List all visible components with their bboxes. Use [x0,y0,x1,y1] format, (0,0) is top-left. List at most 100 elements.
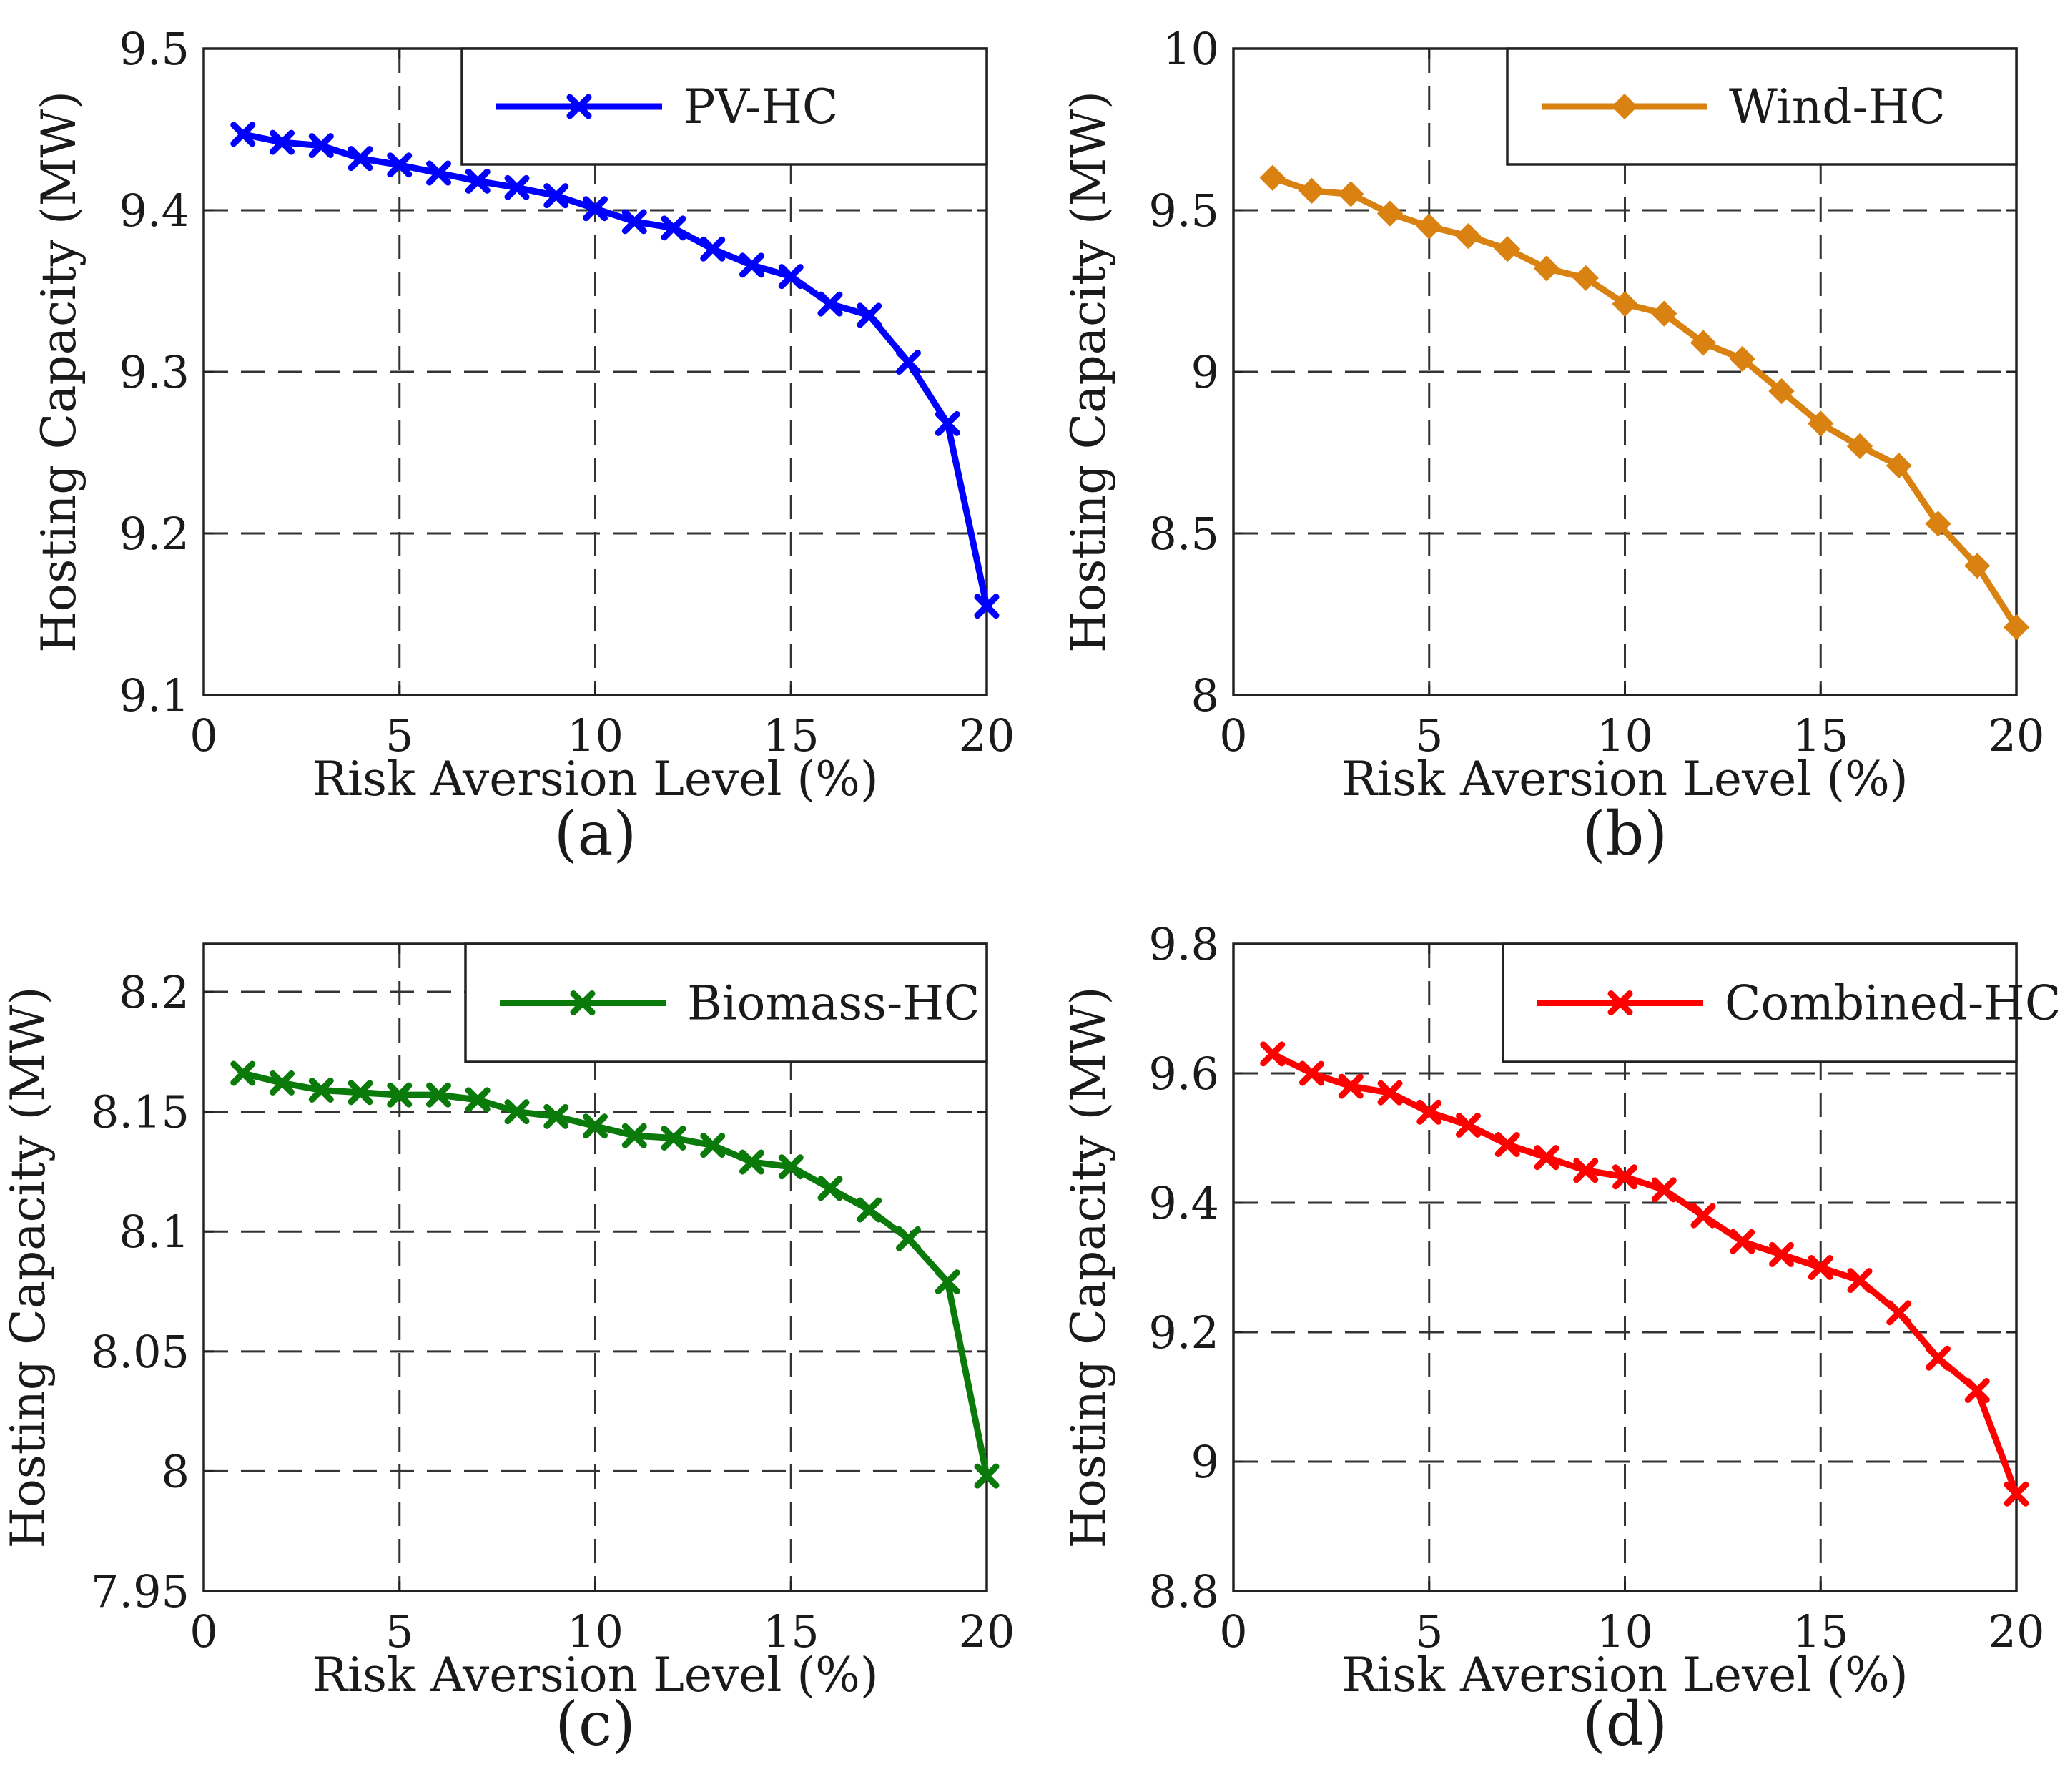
data-point [661,215,686,241]
data-point [1494,1132,1520,1158]
data-point [308,133,334,159]
x-tick-label: 5 [385,709,413,762]
x-tick-label: 10 [567,709,624,762]
y-tick-label: 8.5 [1148,508,1219,560]
x-tick-label: 5 [1415,1605,1443,1658]
data-point [583,196,608,222]
data-point [1690,330,1717,356]
data-point [1847,1268,1873,1294]
data-point [1573,1158,1599,1183]
x-tick-label: 0 [1219,709,1247,762]
data-point [1533,255,1560,282]
x-tick-label: 0 [189,1605,217,1658]
data-point [270,129,295,155]
y-tick-label: 9.4 [119,184,189,237]
y-tick-label: 8.8 [1148,1565,1219,1618]
x-tick-label: 10 [1597,1605,1653,1658]
data-point [1690,1203,1716,1229]
panel-c: 0 5 10 15 20 7.95 8 8.05 8.1 8.15 8.2 Risk Aversion… [1,942,1015,1759]
data-point [1846,433,1873,460]
data-point [1769,1241,1794,1267]
x-tick-label: 10 [1597,709,1653,762]
series-line-biomass-hc [240,1070,990,1480]
data-point [817,291,843,317]
panel-label: (a) [554,799,637,869]
data-point [1260,1041,1286,1067]
data-point [308,1077,334,1103]
data-point [1886,452,1912,479]
x-tick-label: 20 [1988,1605,2045,1658]
data-point [700,1133,726,1158]
data-point [1925,511,1951,537]
data-point [1730,1229,1755,1254]
data-point [1612,1164,1637,1190]
legend-marker [570,990,596,1015]
x-axis-label: Risk Aversion Level (%) [1341,1648,1908,1703]
data-point [857,1197,882,1223]
data-point [543,1103,569,1129]
series-line-wind-hc [1269,174,2020,631]
data-point [896,1226,921,1251]
data-point [1651,300,1677,327]
data-point [348,146,373,172]
data-point [1612,290,1638,317]
data-point [230,122,256,147]
data-point [426,160,451,186]
data-point [1926,1345,1951,1371]
data-point [387,152,413,178]
x-tick-label: 20 [959,1605,1015,1658]
y-tick-label: 8.05 [91,1326,189,1378]
data-point [778,1154,804,1180]
y-tick-label: 9.2 [1148,1306,1219,1359]
data-point [896,349,921,375]
y-tick-label: 8.2 [119,966,189,1018]
data-point [426,1082,451,1108]
data-point [2003,614,2030,641]
data-point [348,1080,373,1106]
y-axis-label: Hosting Capacity (MW) [31,91,87,653]
data-point [1651,1177,1677,1203]
data-point [543,183,569,209]
y-axis-label: Hosting Capacity (MW) [1,987,56,1549]
data-point [778,264,804,290]
data-point [1494,236,1521,262]
legend-label: Combined-HC [1725,976,2061,1031]
data-point [504,1099,530,1125]
data-point [1298,177,1325,205]
data-point [465,168,491,194]
data-point [1299,1060,1324,1086]
data-point [270,1070,295,1096]
data-point [700,236,726,262]
series-line-combined-hc [1269,1050,2020,1497]
data-point [1964,1377,1990,1403]
x-tick-label: 5 [385,1605,413,1658]
data-point [465,1087,491,1113]
y-tick-label: 8 [162,1445,189,1497]
x-axis-label: Risk Aversion Level (%) [1341,752,1908,807]
data-point [1768,378,1795,405]
data-point [739,1149,764,1175]
y-tick-label: 9.3 [119,346,189,398]
y-tick-label: 9.6 [1148,1048,1219,1100]
x-tick-label: 15 [763,709,819,762]
data-point [1376,200,1404,227]
y-tick-label: 9.5 [119,23,189,75]
data-point [661,1126,686,1151]
y-tick-label: 8 [1191,669,1219,722]
y-tick-label: 9.4 [1148,1177,1219,1229]
data-point [1808,410,1834,437]
legend-label: Biomass-HC [687,976,980,1031]
data-point [2004,1481,2029,1507]
y-axis-label: Hosting Capacity (MW) [1061,91,1116,653]
x-tick-label: 0 [1219,1605,1247,1658]
panel-d: 0 5 10 15 20 8.8 9 9.2 9.4 9.6 9.8 Risk Aversion Le… [1061,918,2061,1759]
legend-marker [566,94,592,119]
legend-marker [1611,93,1638,120]
data-point [1729,345,1755,373]
y-tick-label: 8.15 [91,1086,189,1138]
data-point [857,302,882,328]
y-axis-label: Hosting Capacity (MW) [1061,987,1116,1549]
data-point [1534,1145,1559,1171]
y-tick-label: 9 [1191,346,1219,398]
